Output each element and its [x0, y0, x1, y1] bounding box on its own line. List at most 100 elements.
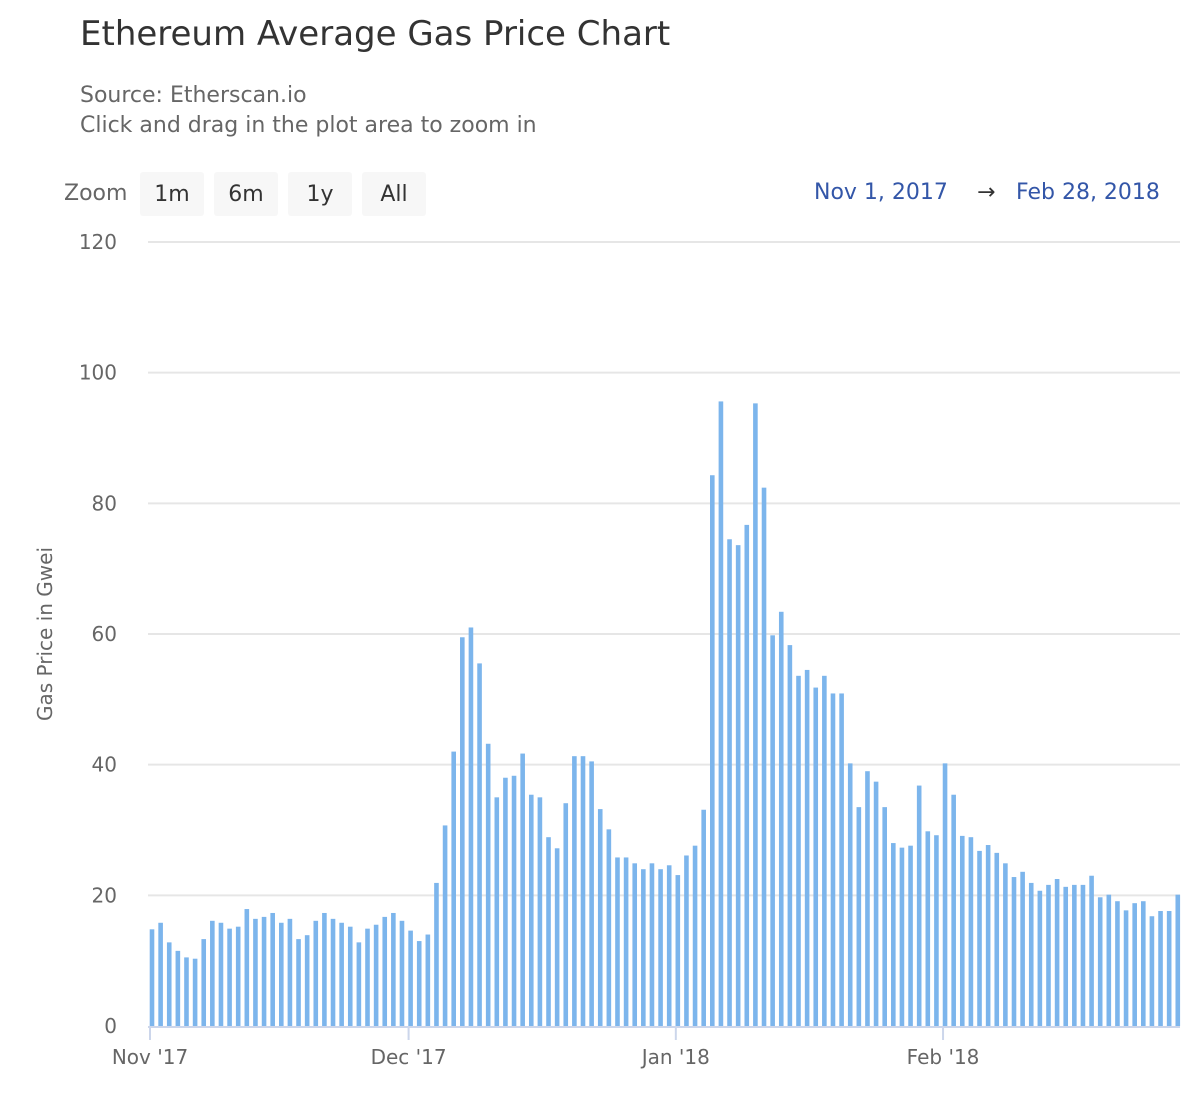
bar[interactable]: [1003, 863, 1008, 1026]
bar[interactable]: [244, 909, 250, 1026]
bar[interactable]: [520, 753, 525, 1026]
bar[interactable]: [477, 663, 482, 1026]
range-to-input[interactable]: Feb 28, 2018: [1016, 180, 1160, 205]
bar[interactable]: [977, 850, 982, 1026]
zoom-all-button[interactable]: All: [362, 172, 426, 216]
bar[interactable]: [701, 809, 706, 1026]
bar[interactable]: [847, 763, 853, 1026]
bar[interactable]: [261, 916, 267, 1026]
bar[interactable]: [1028, 882, 1034, 1026]
bar[interactable]: [330, 918, 336, 1026]
bar[interactable]: [494, 797, 500, 1026]
bar[interactable]: [813, 687, 819, 1026]
bar[interactable]: [546, 837, 551, 1026]
bar[interactable]: [460, 637, 465, 1026]
bar[interactable]: [580, 756, 586, 1026]
bar[interactable]: [1020, 871, 1025, 1026]
bar[interactable]: [416, 941, 422, 1026]
bar[interactable]: [425, 934, 431, 1026]
bar[interactable]: [537, 797, 543, 1026]
bar[interactable]: [1141, 901, 1146, 1026]
bar[interactable]: [641, 869, 646, 1026]
bar[interactable]: [434, 882, 439, 1026]
bar[interactable]: [279, 922, 284, 1026]
bar[interactable]: [770, 635, 775, 1026]
bar[interactable]: [882, 807, 887, 1026]
bar[interactable]: [1132, 903, 1137, 1026]
bar[interactable]: [615, 857, 620, 1026]
bar[interactable]: [951, 794, 956, 1026]
bar[interactable]: [554, 848, 560, 1026]
bar[interactable]: [684, 855, 689, 1026]
bar[interactable]: [822, 675, 827, 1026]
bar[interactable]: [744, 524, 750, 1026]
bar[interactable]: [218, 922, 224, 1026]
bar[interactable]: [649, 863, 655, 1026]
bar[interactable]: [442, 825, 448, 1026]
bar[interactable]: [184, 957, 189, 1026]
bar[interactable]: [925, 831, 931, 1026]
bar[interactable]: [339, 922, 344, 1026]
bar[interactable]: [511, 775, 517, 1026]
bar[interactable]: [1046, 884, 1051, 1026]
bar[interactable]: [865, 771, 870, 1026]
bar[interactable]: [1158, 911, 1163, 1026]
bar[interactable]: [916, 785, 922, 1026]
bar[interactable]: [1063, 886, 1069, 1026]
bar[interactable]: [365, 928, 370, 1026]
bar[interactable]: [934, 835, 939, 1026]
bar[interactable]: [347, 926, 353, 1026]
bar[interactable]: [891, 843, 896, 1026]
bar[interactable]: [1123, 910, 1129, 1026]
bar[interactable]: [572, 756, 577, 1026]
bar[interactable]: [1097, 897, 1103, 1026]
bar[interactable]: [149, 929, 155, 1026]
bar[interactable]: [830, 693, 836, 1026]
bar[interactable]: [503, 777, 508, 1026]
bar[interactable]: [399, 920, 405, 1026]
bar[interactable]: [710, 475, 715, 1026]
bar[interactable]: [727, 539, 732, 1026]
bar[interactable]: [528, 794, 534, 1026]
bar[interactable]: [787, 645, 793, 1026]
bar[interactable]: [778, 611, 784, 1026]
bar[interactable]: [753, 403, 758, 1027]
bar[interactable]: [563, 803, 569, 1026]
bar[interactable]: [1011, 877, 1017, 1026]
bar[interactable]: [1080, 884, 1086, 1026]
bar[interactable]: [908, 845, 913, 1026]
bar[interactable]: [606, 829, 612, 1026]
bar[interactable]: [313, 920, 319, 1026]
zoom-1m-button[interactable]: 1m: [140, 172, 204, 216]
bar[interactable]: [985, 845, 991, 1026]
bar[interactable]: [1089, 875, 1094, 1026]
bar[interactable]: [942, 763, 948, 1026]
bar[interactable]: [373, 924, 379, 1026]
bar[interactable]: [287, 918, 293, 1026]
bar[interactable]: [1106, 894, 1112, 1026]
bar[interactable]: [623, 857, 629, 1026]
bar[interactable]: [210, 920, 215, 1026]
bar[interactable]: [1175, 894, 1181, 1026]
bar[interactable]: [166, 942, 172, 1026]
bar[interactable]: [253, 918, 258, 1026]
bar[interactable]: [856, 807, 862, 1026]
bar[interactable]: [451, 751, 456, 1026]
bar[interactable]: [158, 922, 163, 1026]
bar[interactable]: [1166, 911, 1172, 1026]
bar[interactable]: [296, 939, 301, 1026]
bar[interactable]: [718, 401, 724, 1026]
bar[interactable]: [192, 958, 198, 1026]
bar[interactable]: [632, 863, 638, 1026]
bar[interactable]: [356, 942, 362, 1026]
range-from-input[interactable]: Nov 1, 2017: [814, 180, 948, 205]
bar[interactable]: [589, 761, 594, 1026]
bar[interactable]: [201, 939, 207, 1026]
bar[interactable]: [270, 912, 275, 1026]
bar[interactable]: [391, 912, 396, 1026]
bar[interactable]: [1037, 890, 1043, 1026]
bar[interactable]: [959, 835, 965, 1026]
bar[interactable]: [796, 675, 801, 1026]
bar[interactable]: [839, 693, 844, 1026]
